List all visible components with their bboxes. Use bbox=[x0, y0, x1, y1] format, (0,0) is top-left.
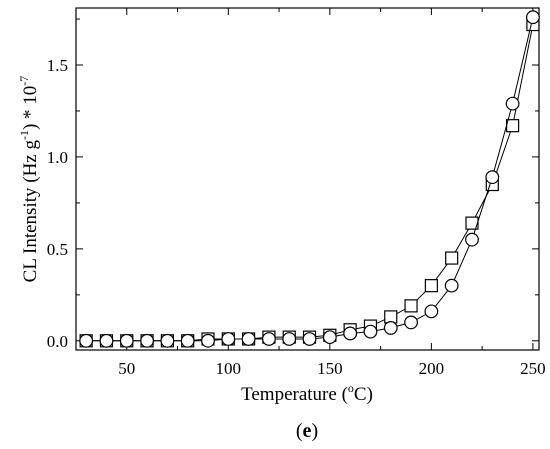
y-axis-title: CL Intensity (Hz g-1) * 10-7 bbox=[17, 76, 41, 283]
x-tick-label: 250 bbox=[520, 359, 546, 378]
data-point-circle bbox=[302, 332, 317, 346]
data-point-square bbox=[506, 119, 520, 133]
axis-ticks: 50 100 150 200 250 0.0 0.5 1.0 1.5 bbox=[47, 8, 546, 378]
x-axis-title: Temperature (oC) bbox=[241, 381, 373, 405]
data-point-circle bbox=[160, 333, 175, 348]
data-point-square bbox=[465, 216, 479, 230]
data-point-circle bbox=[465, 232, 479, 247]
data-point-circle bbox=[201, 333, 215, 348]
y-tick-label: 1.5 bbox=[47, 56, 68, 75]
data-series bbox=[79, 10, 540, 348]
data-point-circle bbox=[404, 315, 418, 330]
y-tick-label: 0.5 bbox=[47, 240, 68, 259]
data-point-circle bbox=[444, 278, 459, 293]
y-tick-label: 0.0 bbox=[47, 332, 68, 351]
data-point-circle bbox=[282, 332, 297, 346]
data-point-circle bbox=[119, 333, 134, 348]
plot-frame bbox=[75, 7, 540, 351]
y-tick-label: 1.0 bbox=[47, 148, 68, 167]
series-line-circle bbox=[86, 17, 534, 342]
panel-label: (e) bbox=[296, 420, 318, 442]
data-point-circle bbox=[241, 332, 256, 346]
data-point-circle bbox=[140, 333, 154, 348]
x-tick-label: 150 bbox=[317, 359, 343, 378]
x-tick-label: 200 bbox=[419, 359, 445, 378]
data-point-circle bbox=[363, 324, 378, 339]
data-point-circle bbox=[79, 333, 94, 348]
data-point-circle bbox=[526, 10, 540, 25]
data-point-circle bbox=[262, 332, 276, 346]
data-point-circle bbox=[383, 321, 398, 335]
data-point-circle bbox=[221, 332, 236, 346]
data-point-circle bbox=[505, 96, 520, 111]
data-point-circle bbox=[180, 333, 195, 348]
data-point-circle bbox=[485, 170, 500, 185]
data-point-circle bbox=[99, 333, 114, 348]
data-point-square bbox=[445, 251, 459, 265]
x-tick-label: 50 bbox=[118, 359, 135, 378]
data-point-circle bbox=[322, 330, 337, 345]
data-point-square bbox=[404, 299, 418, 313]
data-point-circle bbox=[343, 326, 358, 341]
series-line-square bbox=[86, 24, 534, 342]
data-point-square bbox=[424, 279, 438, 293]
data-point-circle bbox=[424, 304, 439, 319]
x-tick-label: 100 bbox=[216, 359, 242, 378]
